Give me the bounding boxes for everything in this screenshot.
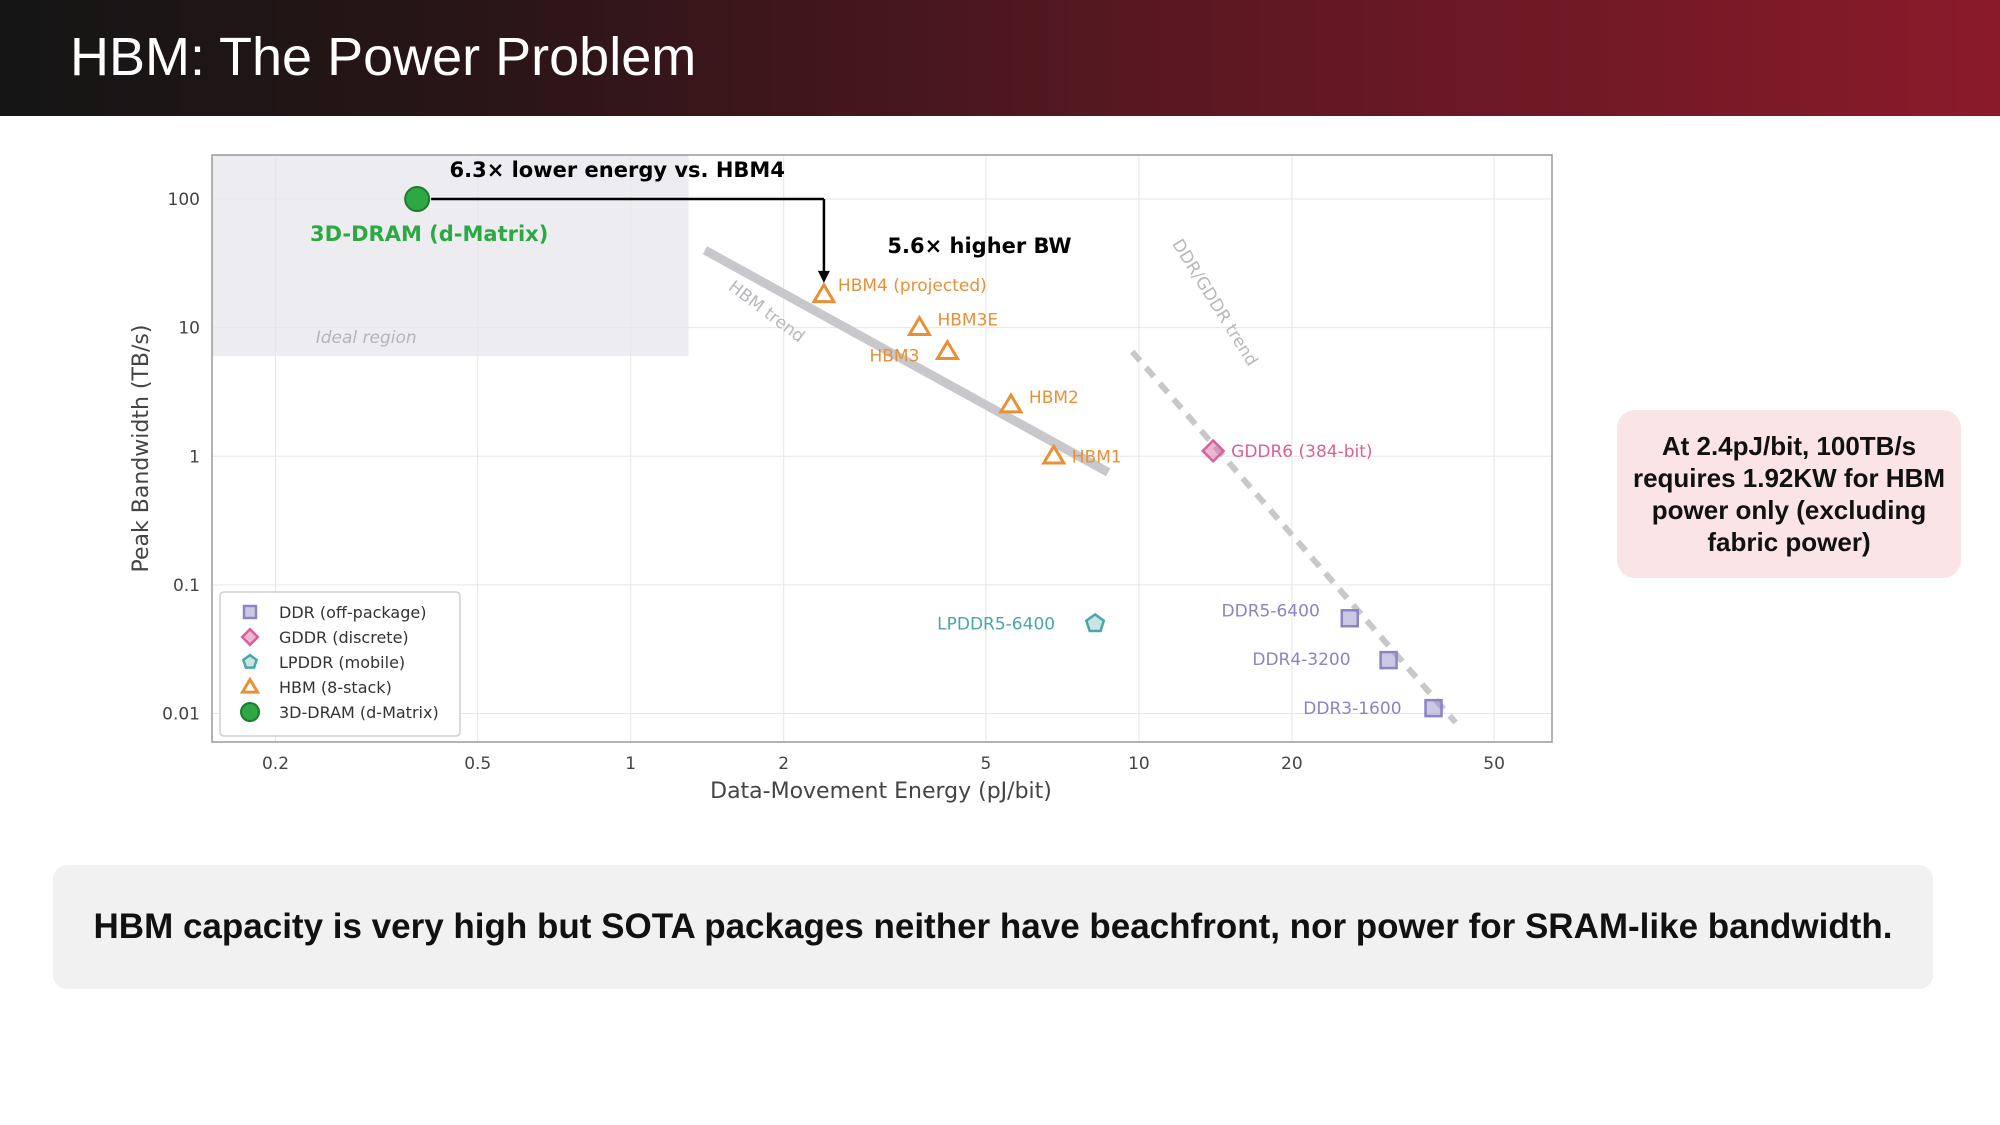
point-gddr6-384-bit — [1200, 438, 1226, 464]
chart: Ideal region 0.2 0.5 1 2 5 10 20 50 0.01 0.1 1 10 100… — [129, 154, 1553, 804]
y-tick-label: 100 — [168, 190, 200, 210]
slide-header: HBM: The Power Problem — [0, 0, 2000, 116]
y-tick-label: 0.1 — [173, 576, 200, 596]
ideal-region — [212, 155, 689, 357]
plot-frame — [211, 154, 1553, 743]
annotation-bandwidth: 5.6× higher BW — [887, 234, 1071, 258]
legend-label-hbm-8-stack: HBM (8-stack) — [279, 678, 392, 697]
x-tick-label: 1 — [625, 754, 636, 774]
legend-label-gddr-discrete: GDDR (discrete) — [279, 628, 409, 647]
point-lpddr5-6400 — [1084, 612, 1106, 633]
bandwidth-gap-arrowhead — [817, 270, 830, 283]
legend-label-ddr-off-package: DDR (off-package) — [279, 603, 426, 622]
legend-label-lpddr-mobile: LPDDR (mobile) — [279, 653, 405, 672]
slide-title: HBM: The Power Problem — [70, 27, 697, 87]
x-tick-label: 0.2 — [262, 754, 289, 774]
point-label-ddr5-6400: DDR5-6400 — [1222, 601, 1320, 621]
point-label-gddr6-384-bit: GDDR6 (384-bit) — [1231, 442, 1372, 462]
x-tick-label: 50 — [1483, 754, 1505, 774]
y-tick-label: 10 — [178, 319, 200, 339]
legend-marker-hbm-8-stack — [239, 676, 261, 694]
point-label-ddr3-1600: DDR3-1600 — [1303, 699, 1401, 719]
power-callout-text: At 2.4pJ/bit, 100TB/s requires 1.92KW fo… — [1632, 431, 1946, 557]
x-tick-label: 0.5 — [464, 754, 491, 774]
legend-label-3d-dram-d-matrix: 3D-DRAM (d-Matrix) — [279, 703, 439, 722]
y-axis-label: Peak Bandwidth (TB/s) — [129, 325, 154, 573]
x-axis-label: Data-Movement Energy (pJ/bit) — [710, 779, 1052, 804]
point-ddr5-6400 — [1340, 609, 1360, 628]
x-tick-label: 20 — [1281, 754, 1303, 774]
point-hbm1 — [1041, 443, 1067, 465]
point-hbm2 — [998, 392, 1024, 414]
point-ddr3-1600 — [1424, 698, 1443, 718]
power-callout: At 2.4pJ/bit, 100TB/s requires 1.92KW fo… — [1617, 410, 1961, 578]
point-label-hbm3: HBM3 — [869, 347, 919, 367]
legend-marker-lpddr-mobile — [241, 653, 259, 669]
point-3d-dram-d-matrix — [404, 186, 431, 213]
x-tick-label: 5 — [980, 754, 991, 774]
point-label-ddr4-3200: DDR4-3200 — [1252, 650, 1350, 670]
y-tick-label: 1 — [189, 447, 200, 467]
point-label-hbm3e: HBM3E — [937, 311, 998, 331]
point-label-hbm1: HBM1 — [1072, 447, 1122, 467]
point-label-hbm2: HBM2 — [1029, 388, 1079, 408]
y-tick-label: 0.01 — [162, 704, 200, 724]
point-label-lpddr5-6400: LPDDR5-6400 — [937, 615, 1055, 635]
takeaway-text: HBM capacity is very high but SOTA packa… — [93, 907, 1893, 946]
hbm-trend-line — [702, 246, 1111, 477]
point-label-hbm4-projected: HBM4 (projected) — [838, 276, 987, 296]
legend-marker-3d-dram-d-matrix — [240, 702, 260, 722]
ideal-region-label: Ideal region — [316, 328, 417, 348]
point-hbm4-projected — [811, 281, 837, 304]
legend-marker-gddr-discrete — [240, 627, 260, 647]
x-tick-label: 10 — [1128, 754, 1150, 774]
ddr-gddr-trend-line — [1129, 349, 1458, 725]
point-hbm3 — [934, 338, 961, 361]
point-hbm3e — [906, 314, 933, 336]
takeaway-banner: HBM capacity is very high but SOTA packa… — [53, 865, 1933, 989]
legend-marker-ddr-off-package — [242, 604, 258, 620]
x-tick-label: 2 — [778, 754, 789, 774]
point-label-3d-dram-d-matrix: 3D-DRAM (d-Matrix) — [310, 222, 548, 246]
point-ddr4-3200 — [1379, 650, 1398, 670]
legend-box — [219, 591, 461, 737]
annotation-energy: 6.3× lower energy vs. HBM4 — [450, 158, 785, 182]
